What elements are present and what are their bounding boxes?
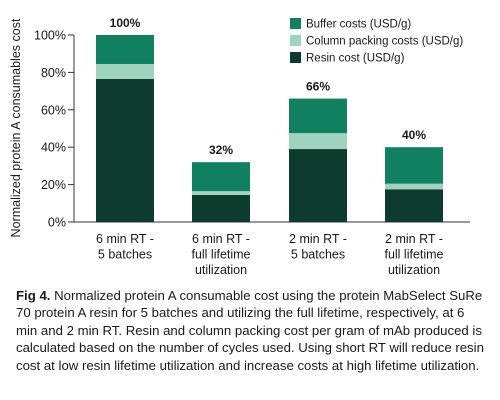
figure-caption-text: Normalized protein A consumable cost usi… [16,288,484,373]
y-tick-label: 40% [41,141,66,155]
x-category-label: 2 min RT - [385,232,443,246]
stacked-bar-chart: Normalized protein A consumables cost 0%… [9,16,470,277]
bar-segment-resin [385,189,443,222]
bar-total-label: 66% [306,80,330,94]
x-category-label: full lifetime [384,248,443,262]
bar-segment-column-packing [96,63,154,79]
x-category-label: 6 min RT - [96,232,154,246]
x-category-label: full lifetime [191,248,250,262]
x-category-label: 6 min RT - [192,232,250,246]
x-category-label: 5 batches [98,248,152,262]
y-tick-label: 20% [41,178,66,192]
bar-segment-buffer [289,98,347,134]
bar-segment-column-packing [192,191,250,195]
bar-segment-buffer [385,147,443,184]
bar-total-label: 32% [209,143,233,157]
bar-total-label: 40% [402,128,426,142]
y-tick-label: 0% [48,216,66,230]
x-category-label: 2 min RT - [289,232,347,246]
legend-buffer-label: Buffer costs (USD/g) [306,19,411,31]
bar-segment-buffer [96,35,154,64]
legend-resin-swatch [290,52,301,63]
x-category-label: utilization [195,263,247,277]
legend-buffer-swatch [290,18,301,29]
bar-segment-resin [289,149,347,222]
legend-resin-label: Resin cost (USD/g) [306,53,405,65]
y-tick-label: 80% [41,66,66,80]
bar-segment-resin [192,194,250,222]
legend-column-packing-label: Column packing costs (USD/g) [306,36,463,48]
y-tick-label: 100% [34,29,66,43]
bar-segment-column-packing [385,183,443,190]
bar-segment-column-packing [289,133,347,150]
figure-caption: Fig 4. Normalized protein A consumable c… [16,287,488,374]
y-tick-label: 60% [41,103,66,117]
x-category-label: 5 batches [291,248,345,262]
bar-segment-buffer [192,162,250,192]
figure-label: Fig 4. [16,288,51,303]
y-axis-title: Normalized protein A consumables cost [9,18,23,237]
bar-segment-resin [96,78,154,222]
x-category-label: utilization [388,263,440,277]
legend-column-packing-swatch [290,35,301,46]
bar-total-label: 100% [110,16,141,30]
